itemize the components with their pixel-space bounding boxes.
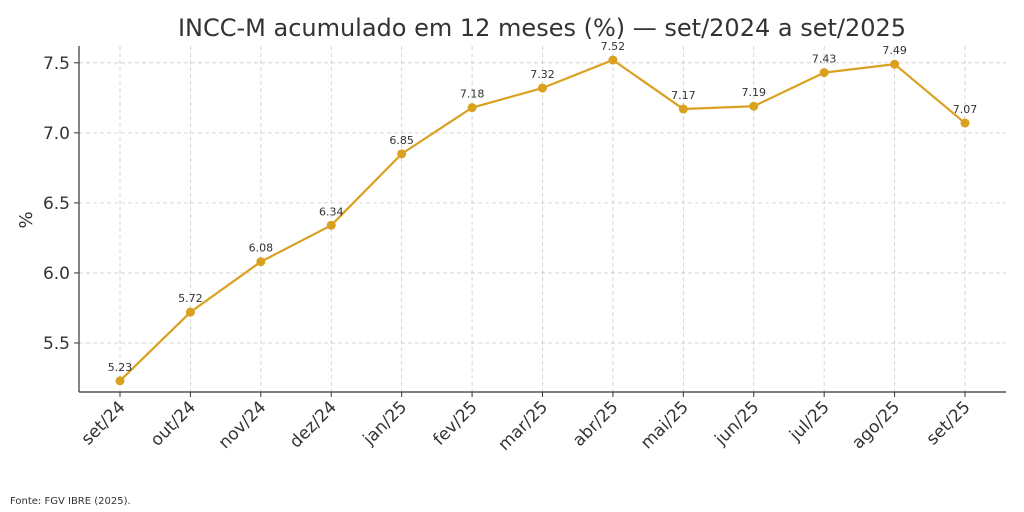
data-label: 6.08: [249, 242, 274, 255]
data-label: 5.23: [108, 361, 133, 374]
data-label: 7.32: [530, 68, 555, 81]
data-point: [326, 220, 336, 230]
x-tick-label: out/24: [147, 397, 200, 450]
x-tick-label: jun/25: [711, 397, 764, 450]
data-label: 7.19: [742, 86, 767, 99]
y-tick-label: 6.5: [43, 194, 70, 214]
data-label: 7.18: [460, 88, 485, 101]
x-tick-label: ago/25: [848, 397, 904, 453]
data-point: [185, 307, 195, 317]
data-label: 7.52: [601, 40, 626, 53]
data-point: [256, 257, 266, 267]
data-label: 7.17: [671, 89, 696, 102]
data-point: [749, 101, 759, 111]
y-tick-label: 5.5: [43, 334, 70, 354]
data-label: 7.49: [882, 44, 907, 57]
x-tick-label: set/25: [923, 397, 975, 449]
grid: [79, 46, 1006, 392]
data-label: 7.07: [953, 103, 978, 116]
y-ticks: 5.5 6.0 6.5 7.0 7.5: [43, 54, 79, 354]
data-label: 7.43: [812, 53, 837, 66]
x-tick-label: jul/25: [785, 397, 834, 446]
x-tick-label: dez/24: [286, 397, 341, 452]
data-point: [960, 118, 970, 128]
chart-title: INCC-M acumulado em 12 meses (%) — set/2…: [178, 14, 906, 42]
data-point: [538, 83, 547, 93]
x-tick-label: set/24: [78, 397, 130, 449]
data-point: [890, 59, 900, 69]
y-tick-label: 6.0: [43, 264, 70, 284]
x-ticks: set/24 out/24 nov/24 dez/24 jan/25 fev/25 mar/…: [78, 392, 975, 455]
source-footnote: Fonte: FGV IBRE (2025).: [10, 496, 131, 507]
x-tick-label: nov/24: [215, 397, 271, 453]
data-label: 5.72: [178, 292, 203, 305]
data-labels: 5.23 5.72 6.08 6.34 6.85 7.18 7.32 7.52 7.17 7.19…: [108, 40, 978, 374]
x-tick-label: mai/25: [637, 397, 693, 453]
data-label: 6.85: [389, 134, 414, 147]
series-line: [119, 58, 966, 382]
data-point: [397, 149, 407, 159]
data-point: [819, 68, 829, 78]
x-tick-label: jan/25: [359, 397, 412, 450]
x-tick-label: mar/25: [495, 397, 553, 455]
x-tick-label: abr/25: [569, 397, 622, 450]
data-point: [467, 103, 477, 113]
data-label: 6.34: [319, 205, 344, 218]
y-tick-label: 7.0: [43, 124, 70, 144]
data-point: [608, 55, 618, 65]
series: [115, 55, 970, 386]
x-tick-label: fev/25: [429, 397, 481, 449]
y-tick-label: 7.5: [43, 54, 70, 74]
data-point: [678, 104, 688, 114]
data-point: [115, 376, 125, 386]
y-axis-label: %: [16, 211, 37, 228]
